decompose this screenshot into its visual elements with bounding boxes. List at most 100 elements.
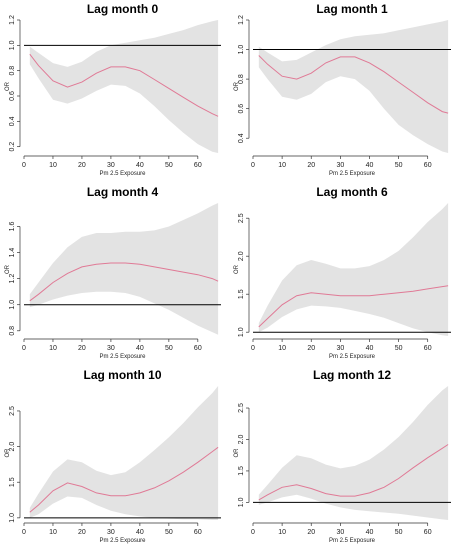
x-tick-label: 0 — [22, 345, 26, 352]
x-tick-label: 40 — [366, 529, 374, 536]
x-tick-label: 20 — [78, 162, 86, 169]
y-tick-label: 1.4 — [9, 248, 16, 258]
x-tick-label: 40 — [136, 529, 144, 536]
panel-title: Lag month 4 — [87, 185, 159, 199]
y-tick-label: 2.0 — [9, 442, 16, 452]
y-tick-label: 1.0 — [9, 40, 16, 50]
x-tick-label: 40 — [366, 345, 374, 352]
x-tick-label: 50 — [165, 345, 173, 352]
x-tick-label: 40 — [136, 345, 144, 352]
y-axis-label: OR — [5, 264, 11, 274]
panel-title: Lag month 12 — [313, 368, 391, 382]
confidence-band — [29, 386, 219, 520]
y-axis-label: OR — [234, 81, 240, 91]
y-tick-label: 2.0 — [238, 435, 245, 445]
y-tick-label: 1.2 — [9, 274, 16, 284]
x-tick-label: 0 — [251, 162, 255, 169]
x-tick-label: 60 — [424, 529, 432, 536]
y-tick-label: 0.4 — [9, 116, 16, 126]
y-tick-label: 1.0 — [9, 513, 16, 523]
panel-5: Lag month 12 0 10 20 30 40 50 60 Pm 2.5 Exposure… — [234, 368, 451, 544]
x-tick-label: 10 — [49, 162, 57, 169]
x-axis-label: Pm 2.5 Exposure — [329, 354, 376, 360]
x-axis-label: Pm 2.5 Exposure — [99, 354, 146, 360]
panel-title: Lag month 10 — [83, 368, 161, 382]
x-axis-label: Pm 2.5 Exposure — [99, 538, 146, 544]
or-curve — [29, 53, 219, 117]
x-axis-label: Pm 2.5 Exposure — [99, 171, 146, 177]
y-axis-label: OR — [234, 448, 240, 458]
y-tick-label: 0.6 — [238, 104, 245, 114]
panel-2: Lag month 4 0 10 20 30 40 50 60 Pm 2.5 Exposure 0… — [5, 185, 221, 360]
y-tick-label: 1.0 — [9, 300, 16, 310]
x-tick-label: 0 — [251, 529, 255, 536]
y-tick-label: 1.0 — [238, 45, 245, 55]
x-tick-label: 0 — [22, 529, 26, 536]
x-tick-label: 50 — [395, 529, 403, 536]
y-tick-label: 1.6 — [9, 221, 16, 231]
y-tick-label: 0.2 — [9, 142, 16, 152]
x-tick-label: 40 — [136, 162, 144, 169]
panel-title: Lag month 0 — [87, 2, 159, 16]
panel-0: Lag month 0 0 10 20 30 40 50 60 Pm 2.5 Exposure 0… — [5, 2, 221, 177]
confidence-band — [29, 20, 219, 153]
x-tick-label: 10 — [278, 529, 286, 536]
or-curve — [29, 446, 219, 513]
x-tick-label: 50 — [165, 162, 173, 169]
y-tick-label: 1.2 — [9, 15, 16, 25]
y-tick-label: 1.5 — [238, 466, 245, 476]
x-tick-label: 50 — [165, 529, 173, 536]
x-tick-label: 60 — [424, 345, 432, 352]
x-tick-label: 20 — [307, 162, 315, 169]
x-tick-label: 10 — [49, 345, 57, 352]
panel-title: Lag month 1 — [316, 2, 388, 16]
x-tick-label: 60 — [194, 162, 202, 169]
y-axis-label: OR — [234, 264, 240, 274]
panel-4: Lag month 10 0 10 20 30 40 50 60 Pm 2.5 Exposure… — [5, 368, 221, 544]
x-tick-label: 20 — [78, 345, 86, 352]
x-tick-label: 10 — [278, 345, 286, 352]
x-tick-label: 30 — [107, 529, 115, 536]
x-tick-label: 30 — [336, 529, 344, 536]
y-tick-label: 0.4 — [238, 133, 245, 143]
panel-1: Lag month 1 0 10 20 30 40 50 60 Pm 2.5 Exposure 0… — [234, 2, 451, 177]
or-curve — [29, 262, 219, 302]
x-tick-label: 60 — [194, 345, 202, 352]
y-tick-label: 2.5 — [238, 213, 245, 223]
x-tick-label: 40 — [366, 162, 374, 169]
y-tick-label: 1.2 — [238, 15, 245, 25]
y-tick-label: 1.0 — [238, 327, 245, 337]
y-tick-label: 2.5 — [9, 406, 16, 416]
y-tick-label: 2.5 — [238, 403, 245, 413]
x-tick-label: 20 — [78, 529, 86, 536]
x-tick-label: 50 — [395, 345, 403, 352]
y-axis-label: OR — [5, 81, 11, 91]
confidence-band — [258, 203, 449, 336]
y-tick-label: 0.8 — [238, 74, 245, 84]
x-axis-label: Pm 2.5 Exposure — [329, 171, 376, 177]
x-axis-label: Pm 2.5 Exposure — [329, 538, 376, 544]
or-curve — [258, 285, 449, 328]
x-tick-label: 30 — [107, 345, 115, 352]
y-axis-label: OR — [5, 448, 11, 458]
x-tick-label: 30 — [336, 345, 344, 352]
x-tick-label: 30 — [107, 162, 115, 169]
x-tick-label: 10 — [278, 162, 286, 169]
x-tick-label: 10 — [49, 529, 57, 536]
confidence-band — [258, 386, 449, 520]
x-tick-label: 50 — [395, 162, 403, 169]
y-tick-label: 1.0 — [238, 497, 245, 507]
y-tick-label: 0.8 — [9, 326, 16, 336]
x-tick-label: 30 — [336, 162, 344, 169]
x-tick-label: 60 — [424, 162, 432, 169]
y-tick-label: 2.0 — [238, 251, 245, 261]
x-tick-label: 0 — [251, 345, 255, 352]
y-tick-label: 0.6 — [9, 91, 16, 101]
y-tick-label: 1.5 — [9, 477, 16, 487]
y-tick-label: 0.8 — [9, 66, 16, 76]
x-tick-label: 20 — [307, 345, 315, 352]
panel-3: Lag month 6 0 10 20 30 40 50 60 Pm 2.5 Exposure 1… — [234, 185, 451, 360]
or-curve — [258, 444, 449, 501]
y-tick-label: 1.5 — [238, 289, 245, 299]
